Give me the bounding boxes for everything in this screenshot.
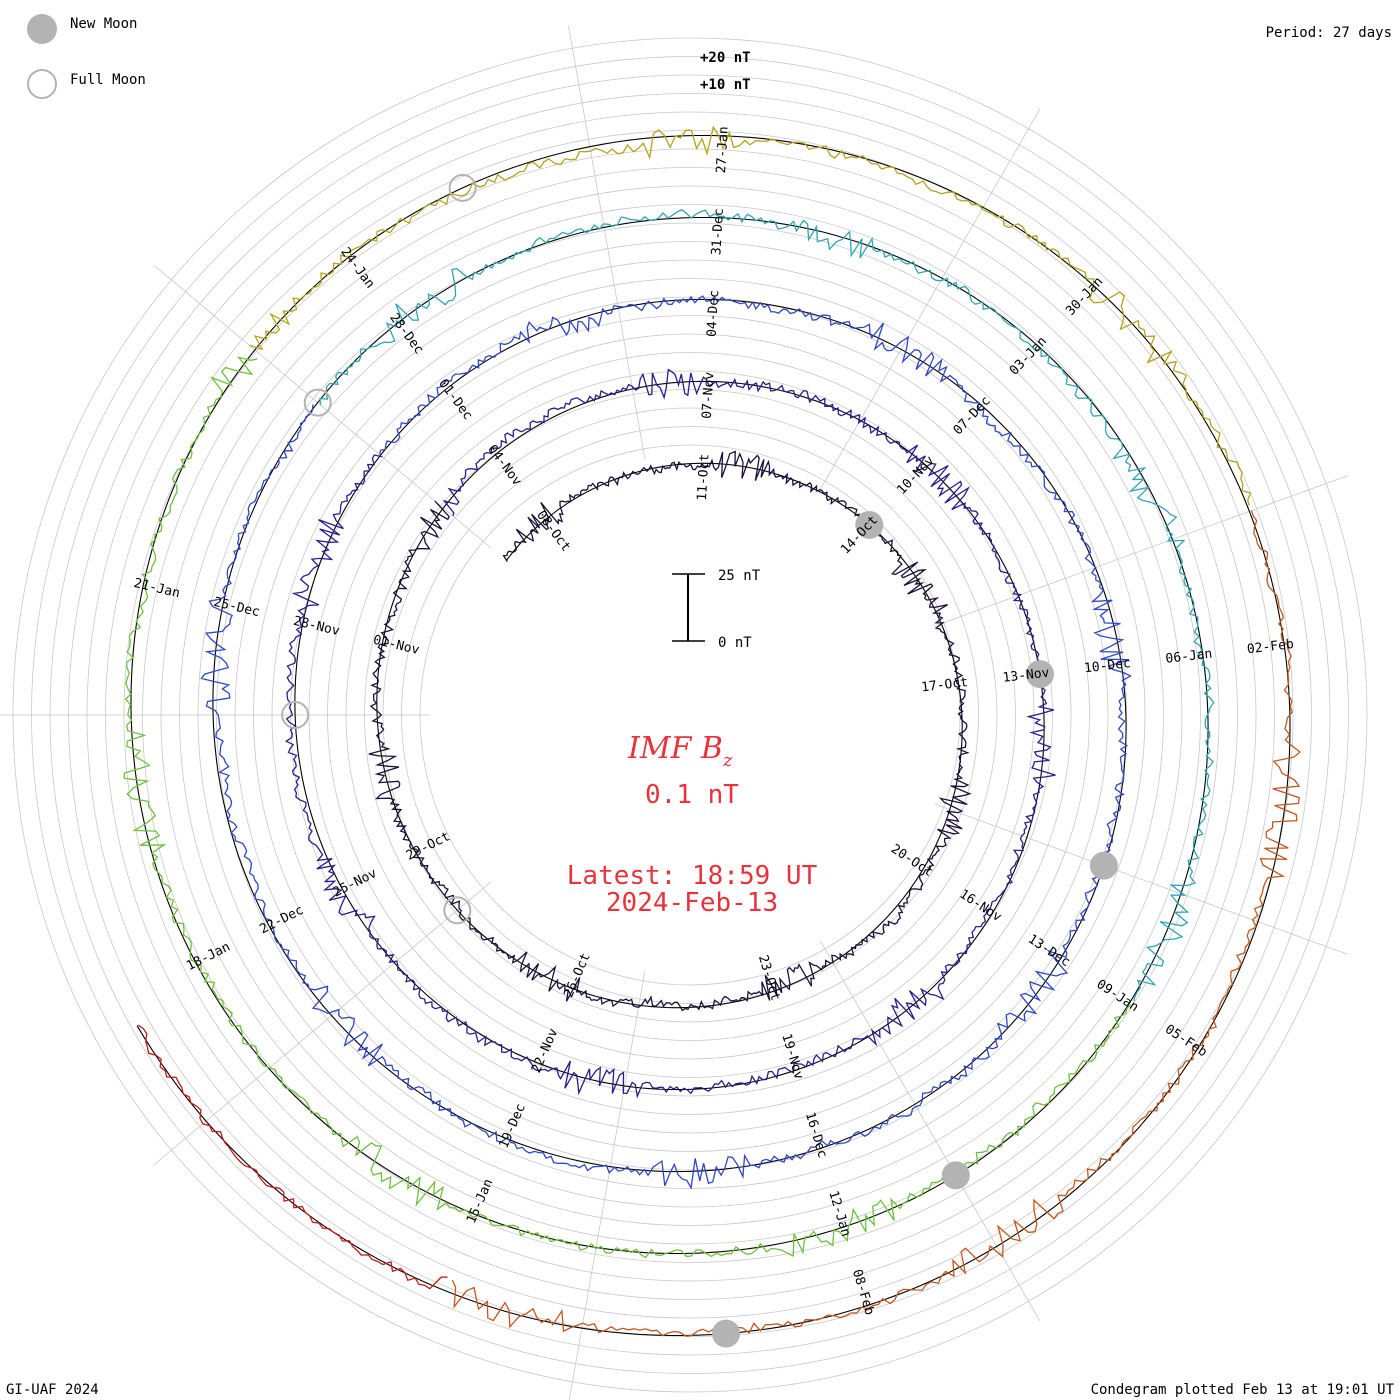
grid-circle [327, 352, 1053, 1078]
date-label: 15-Jan [464, 1177, 496, 1226]
bz-trace-segment-4 [123, 356, 1132, 1259]
bz-trace-segment-1 [285, 368, 1056, 1099]
date-label: 11-Oct [695, 453, 713, 501]
new-moon-marker [855, 510, 884, 539]
grid-spoke [568, 970, 646, 1400]
grid-spoke [934, 475, 1348, 627]
full-moon-marker [281, 701, 310, 729]
date-label: 02-Feb [1246, 637, 1295, 657]
date-label: 31-Dec [709, 208, 727, 256]
scale-label-plus20: +20 nT [700, 50, 751, 66]
full-moon-marker [448, 173, 477, 202]
latest-time: Latest: 18:59 UT [567, 861, 818, 891]
date-label: 04-Dec [705, 290, 723, 338]
date-label: 01-Dec [435, 376, 475, 423]
new-moon-marker [712, 1319, 741, 1348]
date-label: 07-Dec [951, 394, 994, 438]
grid-spoke [819, 108, 1041, 491]
date-label: 25-Nov [331, 866, 380, 901]
date-label: 10-Dec [1083, 656, 1131, 676]
date-label: 30-Jan [1063, 274, 1106, 318]
footer-credit: GI-UAF 2024 [6, 1382, 99, 1398]
bz-trace-segment-5 [249, 125, 1252, 506]
new-moon-legend-icon [27, 14, 57, 44]
scale-bar-top-label: 25 nT [718, 568, 761, 584]
scale-bar-bottom-label: 0 nT [718, 635, 752, 651]
scale-label-plus10: +10 nT [700, 77, 751, 93]
date-label: 06-Jan [1165, 646, 1213, 666]
date-label: 24-Jan [337, 245, 377, 292]
date-label: 25-Dec [212, 595, 261, 620]
period-label: Period: 27 days [1266, 25, 1392, 41]
full-moon-legend-label: Full Moon [70, 72, 146, 88]
grid-circle [364, 389, 1016, 1041]
new-moon-marker [941, 1161, 970, 1190]
full-moon-legend-icon [27, 69, 57, 99]
date-label: 29-Oct [404, 829, 453, 864]
new-moon-marker [1089, 851, 1118, 880]
grid-spoke [819, 939, 1041, 1322]
current-value: 0.1 nT [645, 780, 739, 810]
moon-markers [281, 173, 1118, 1348]
date-label: 27-Jan [714, 126, 732, 174]
center-title: IMF Bz [627, 731, 733, 771]
grid-spokes [0, 25, 1348, 1400]
bz-trace-segment-6 [451, 510, 1302, 1338]
bz-traces [123, 125, 1302, 1338]
latest-date: 2024-Feb-13 [606, 888, 778, 918]
grid-spoke [934, 803, 1348, 955]
bz-trace-segment-2 [200, 295, 1132, 1190]
footer-plotted: Condegram plotted Feb 13 at 19:01 UT [1091, 1382, 1395, 1398]
date-label: 21-Jan [132, 576, 181, 601]
bz-trace-segment-7 [137, 1024, 448, 1290]
bz-trace-segment-3 [319, 209, 1215, 1002]
date-label: 08-Oct [533, 508, 573, 555]
grid-spoke [153, 881, 492, 1166]
bz-trace-segment-0 [368, 450, 972, 1012]
grid-spoke [153, 264, 492, 549]
full-moon-marker [443, 896, 472, 925]
full-moon-marker [303, 388, 332, 417]
date-label: 17-Oct [920, 675, 968, 695]
date-label: 13-Nov [1002, 666, 1051, 686]
date-label: 01-Nov [372, 633, 421, 658]
new-moon-marker [1025, 660, 1054, 689]
new-moon-legend-label: New Moon [70, 16, 137, 32]
date-label: 07-Nov [700, 371, 718, 419]
date-label: 22-Dec [257, 903, 306, 938]
